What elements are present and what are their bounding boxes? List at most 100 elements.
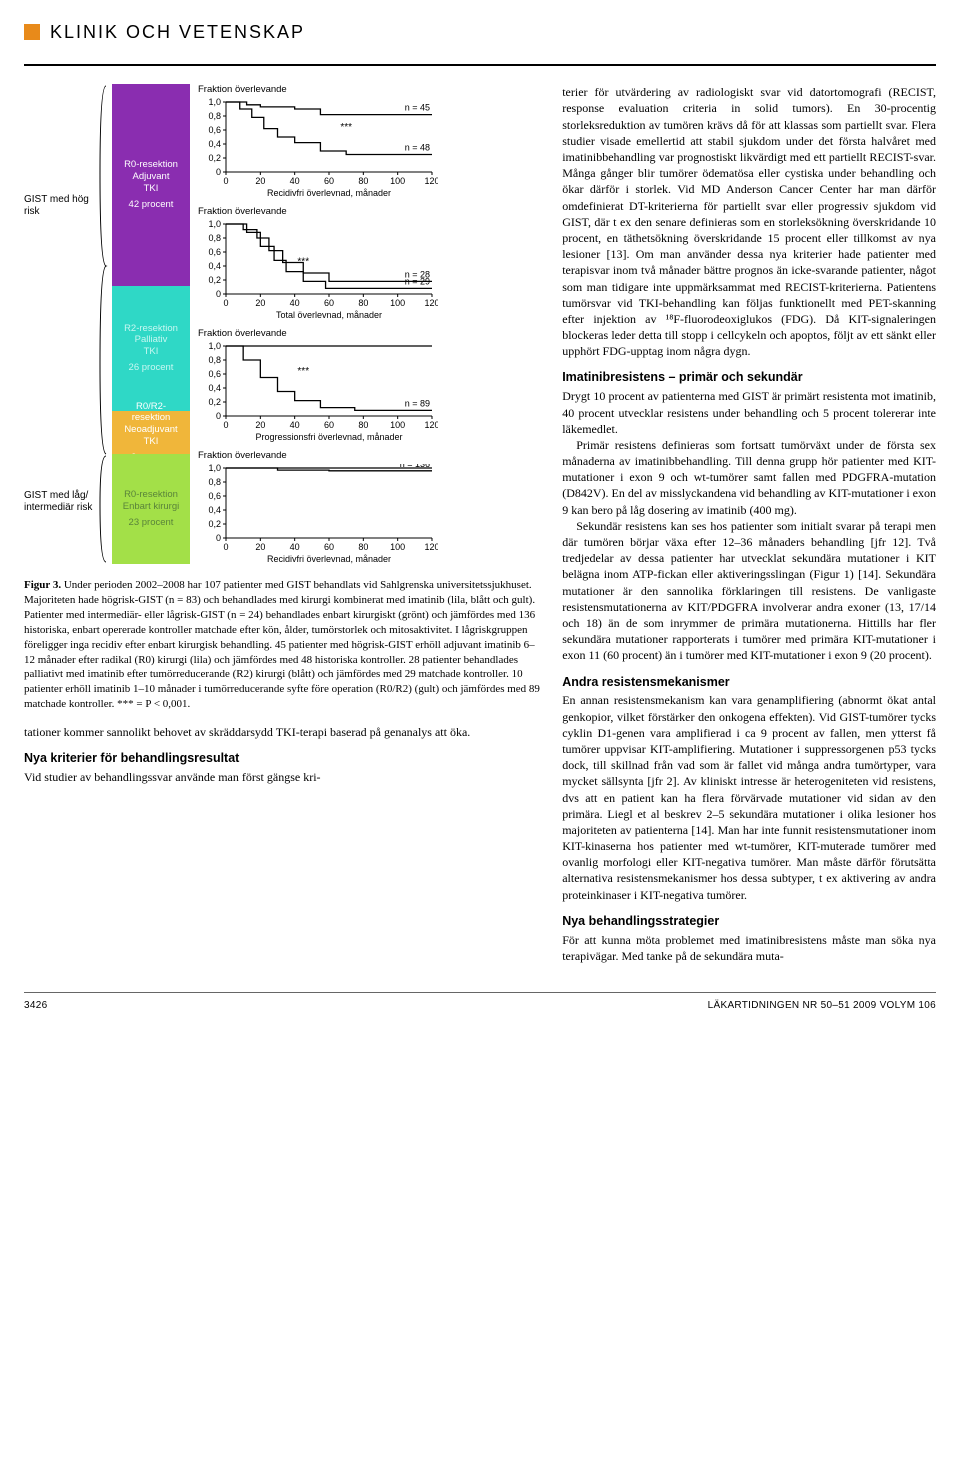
- svg-text:120: 120: [424, 542, 438, 552]
- svg-text:120: 120: [424, 176, 438, 186]
- left-body-text: tationer kommer sannolikt behovet av skr…: [24, 724, 540, 785]
- svg-text:0,4: 0,4: [208, 505, 221, 515]
- svg-text:0,6: 0,6: [208, 491, 221, 501]
- page-number: 3426: [24, 999, 47, 1013]
- svg-text:1,0: 1,0: [208, 464, 221, 473]
- right-p6: För att kunna möta problemet med imatini…: [562, 932, 936, 964]
- svg-text:0: 0: [223, 298, 228, 308]
- chart-1-title: Fraktion överlevande: [198, 206, 540, 219]
- svg-text:20: 20: [255, 298, 265, 308]
- svg-text:Recidivfri överlevnad, månader: Recidivfri överlevnad, månader: [267, 554, 391, 564]
- figure-caption: Figur 3. Under perioden 2002–2008 har 10…: [24, 578, 540, 712]
- right-p4: Sekundär resistens kan ses hos patienter…: [562, 518, 936, 664]
- survival-chart-1: Fraktion överlevande00,20,40,60,81,00204…: [198, 206, 540, 320]
- chart-0-svg: 0 0,2 0,4 0,6 0,8 1,0 0 20 40 60 80 100 120 Recidivfr…: [198, 98, 438, 198]
- journal-citation: LÄKARTIDNINGEN NR 50–51 2009 VOLYM 106: [708, 999, 936, 1013]
- article-header: KLINIK OCH VETENSKAP: [24, 20, 936, 44]
- subhead-other-mechanisms: Andra resistensmekanismer: [562, 674, 936, 691]
- svg-text:60: 60: [324, 176, 334, 186]
- svg-text:n = 45: n = 45: [405, 103, 430, 113]
- risk-label-low: GIST med låg/ intermediär risk: [24, 490, 94, 514]
- svg-text:0,4: 0,4: [208, 139, 221, 149]
- chart-1-svg: 00,20,40,60,81,0020406080100120Total öve…: [198, 220, 438, 320]
- svg-text:Total överlevnad, månader: Total överlevnad, månader: [276, 310, 382, 320]
- svg-text:0,6: 0,6: [208, 369, 221, 379]
- svg-text:60: 60: [324, 542, 334, 552]
- svg-text:0: 0: [216, 167, 221, 177]
- svg-text:0,4: 0,4: [208, 261, 221, 271]
- svg-text:80: 80: [358, 542, 368, 552]
- accent-square-icon: [24, 24, 40, 40]
- svg-text:0: 0: [216, 533, 221, 543]
- svg-text:***: ***: [297, 257, 309, 268]
- svg-text:40: 40: [290, 542, 300, 552]
- svg-text:0,6: 0,6: [208, 125, 221, 135]
- right-p1: terier för utvärdering av radiologiskt s…: [562, 84, 936, 359]
- right-p2: Drygt 10 procent av patienterna med GIST…: [562, 388, 936, 437]
- survival-charts: Fraktion överlevande 0 0,2 0,4 0,6 0,8 1,0 0 20 4…: [198, 84, 540, 564]
- svg-text:0: 0: [216, 411, 221, 421]
- bar-segment-0: R0-resektionAdjuvantTKI42 procent: [112, 84, 190, 286]
- svg-text:0,2: 0,2: [208, 275, 221, 285]
- svg-text:Progressionsfri överlevnad, må: Progressionsfri överlevnad, månader: [255, 432, 402, 442]
- chart-2-svg: 0 0,2 0,4 0,6 0,8 1,0 0 20 40 60 80 100 120 Progressi…: [198, 342, 438, 442]
- svg-text:1,0: 1,0: [208, 342, 221, 351]
- chart-0-title: Fraktion överlevande: [198, 84, 540, 97]
- svg-text:0: 0: [223, 542, 228, 552]
- svg-text:0,2: 0,2: [208, 397, 221, 407]
- survival-chart-2: Fraktion överlevande 0 0,2 0,4 0,6 0,8 1,0 0 20 4…: [198, 328, 540, 442]
- svg-text:20: 20: [255, 176, 265, 186]
- svg-text:100: 100: [390, 176, 405, 186]
- svg-text:40: 40: [290, 298, 300, 308]
- right-p3: Primär resistens definieras som fortsatt…: [562, 437, 936, 518]
- svg-text:0: 0: [223, 176, 228, 186]
- survival-chart-3: Fraktion överlevande 0 0,2 0,4 0,6 0,8 1,0 0 20 4…: [198, 450, 540, 564]
- svg-text:80: 80: [358, 176, 368, 186]
- svg-text:60: 60: [324, 420, 334, 430]
- left-p2: Vid studier av behandlingssvar använde m…: [24, 769, 540, 785]
- svg-text:0,4: 0,4: [208, 383, 221, 393]
- bar-segment-3: R0-resektionEnbart kirurgi23 procent: [112, 454, 190, 564]
- bar-segment-2: R0/R2-resektionNeoadjuvantTKI9 procent: [112, 411, 190, 454]
- svg-text:0: 0: [223, 420, 228, 430]
- svg-text:***: ***: [340, 122, 352, 133]
- svg-text:80: 80: [358, 420, 368, 430]
- svg-text:0,2: 0,2: [208, 519, 221, 529]
- subhead-resistance: Imatinibresistens – primär och sekundär: [562, 369, 936, 386]
- figure-3: GIST med hög risk GIST med låg/ intermed…: [24, 84, 540, 564]
- section-title: KLINIK OCH VETENSKAP: [50, 20, 305, 44]
- figure-caption-text: Under perioden 2002–2008 har 107 patient…: [24, 579, 540, 710]
- treatment-stacked-bar: R0-resektionAdjuvantTKI42 procentR2-rese…: [112, 84, 190, 564]
- svg-text:40: 40: [290, 176, 300, 186]
- svg-text:Recidivfri överlevnad, månader: Recidivfri överlevnad, månader: [267, 188, 391, 198]
- braces: [98, 84, 108, 564]
- subhead-criteria: Nya kriterier för behandlingsresultat: [24, 750, 540, 767]
- svg-text:***: ***: [297, 366, 309, 377]
- svg-text:80: 80: [358, 298, 368, 308]
- left-p1: tationer kommer sannolikt behovet av skr…: [24, 724, 540, 740]
- svg-text:100: 100: [390, 420, 405, 430]
- svg-text:120: 120: [424, 420, 438, 430]
- svg-text:0,8: 0,8: [208, 355, 221, 365]
- svg-text:0,2: 0,2: [208, 153, 221, 163]
- svg-text:100: 100: [390, 298, 405, 308]
- svg-text:1,0: 1,0: [208, 220, 221, 229]
- svg-text:40: 40: [290, 420, 300, 430]
- svg-text:0,8: 0,8: [208, 111, 221, 121]
- svg-text:100: 100: [390, 542, 405, 552]
- chart-3-title: Fraktion överlevande: [198, 450, 540, 463]
- svg-text:20: 20: [255, 420, 265, 430]
- bar-segment-1: R2-resektionPalliativTKI26 procent: [112, 286, 190, 411]
- subhead-strategies: Nya behandlingsstrategier: [562, 913, 936, 930]
- chart-2-title: Fraktion överlevande: [198, 328, 540, 341]
- figure-caption-lead: Figur 3.: [24, 579, 61, 591]
- svg-text:1,0: 1,0: [208, 98, 221, 107]
- svg-text:n = 48: n = 48: [405, 143, 430, 153]
- svg-text:n = 89: n = 89: [405, 398, 430, 408]
- svg-text:0,8: 0,8: [208, 477, 221, 487]
- stacked-bar-group: GIST med hög risk GIST med låg/ intermed…: [24, 84, 190, 564]
- survival-chart-0: Fraktion överlevande 0 0,2 0,4 0,6 0,8 1,0 0 20 4…: [198, 84, 540, 198]
- svg-text:n = 136: n = 136: [400, 464, 430, 469]
- svg-text:0,6: 0,6: [208, 247, 221, 257]
- svg-text:20: 20: [255, 542, 265, 552]
